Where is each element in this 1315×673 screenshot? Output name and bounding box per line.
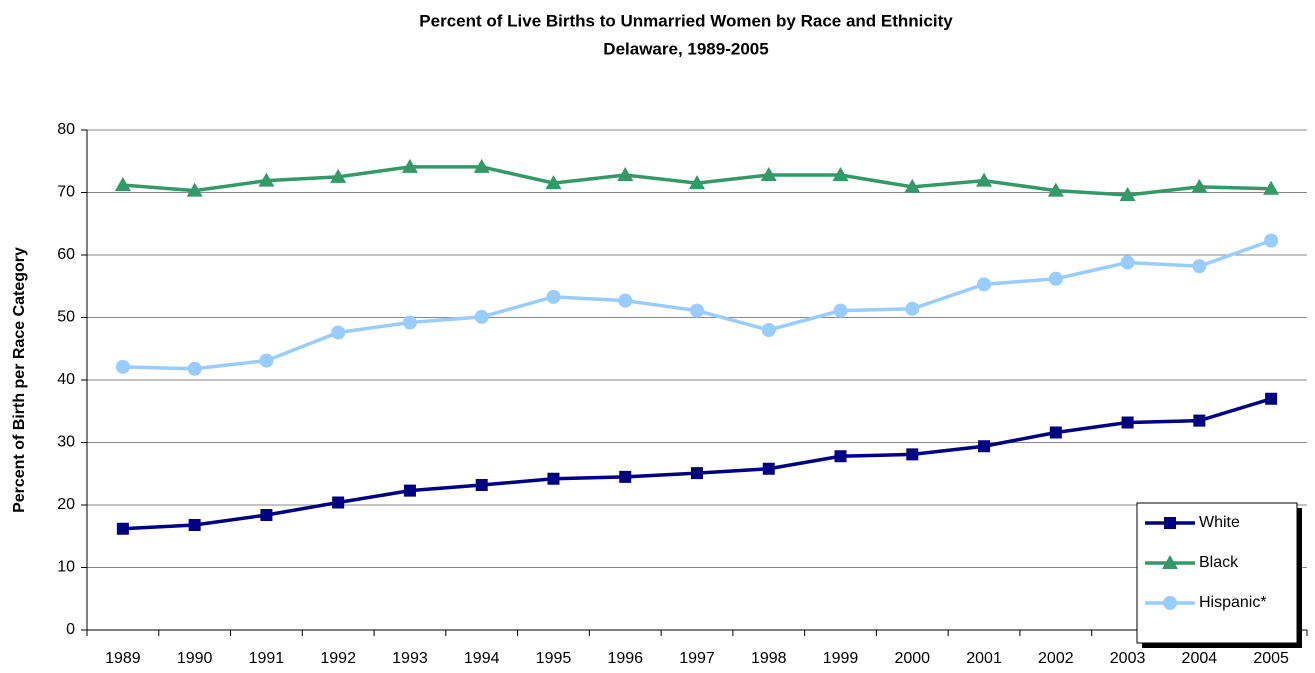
marker: [1119, 187, 1136, 201]
series-line: [122, 397, 1272, 531]
marker: [1162, 555, 1178, 569]
y-tick-label: 0: [66, 621, 75, 638]
marker: [905, 301, 920, 316]
marker: [546, 289, 561, 304]
marker: [259, 353, 274, 368]
legend-label: Black: [1199, 554, 1239, 571]
marker: [473, 158, 490, 173]
marker: [1048, 271, 1063, 286]
y-tick-label: 30: [57, 434, 75, 451]
marker: [834, 450, 847, 463]
x-tick-label: 1991: [249, 650, 285, 667]
marker: [619, 470, 632, 483]
x-tick-label: 1990: [177, 650, 213, 667]
x-tick-label: 2000: [894, 650, 930, 667]
x-tick-label: 2004: [1182, 650, 1218, 667]
y-tick-label: 80: [57, 121, 75, 138]
legend-label: Hispanic*: [1199, 594, 1267, 611]
marker: [1164, 517, 1176, 529]
y-tick-label: 50: [57, 309, 75, 326]
marker: [547, 472, 560, 485]
legend: White Black Hispanic*: [1136, 502, 1302, 648]
x-tick-label: 2001: [966, 650, 1002, 667]
marker: [691, 467, 703, 480]
marker: [617, 167, 634, 181]
marker: [977, 277, 992, 292]
marker: [545, 175, 562, 190]
x-tick-label: 1994: [464, 650, 500, 667]
marker: [978, 440, 991, 453]
marker: [1264, 233, 1279, 248]
marker: [690, 303, 704, 318]
marker: [258, 172, 275, 187]
marker: [904, 178, 921, 193]
marker: [115, 359, 130, 374]
marker: [1193, 414, 1206, 427]
marker: [976, 172, 993, 187]
marker: [402, 315, 417, 330]
marker: [116, 522, 129, 535]
x-tick-label: 1997: [679, 650, 715, 667]
marker: [618, 293, 633, 308]
y-tick-label: 60: [57, 246, 75, 263]
marker: [401, 158, 418, 173]
marker: [331, 325, 346, 340]
marker: [1263, 180, 1280, 195]
marker: [1120, 255, 1135, 270]
marker: [475, 479, 488, 491]
marker: [1121, 416, 1134, 429]
y-tick-label: 40: [57, 371, 75, 388]
marker: [403, 484, 416, 497]
x-tick-label: 2003: [1110, 650, 1146, 667]
marker: [1049, 426, 1062, 439]
marker: [330, 168, 347, 183]
marker: [906, 448, 919, 461]
x-tick-label: 1999: [823, 650, 859, 667]
marker: [332, 496, 345, 509]
y-tick-label: 10: [57, 559, 75, 576]
y-tick-label: 20: [57, 496, 75, 513]
marker: [762, 462, 775, 475]
marker: [689, 175, 705, 190]
legend-box: [1136, 502, 1298, 644]
marker: [260, 509, 273, 521]
marker: [832, 167, 849, 181]
chart-subtitle: Delaware, 1989-2005: [603, 39, 768, 58]
marker: [761, 323, 776, 337]
marker: [760, 167, 777, 181]
marker: [1192, 259, 1207, 274]
y-axis-label: Percent of Birth per Race Category: [11, 247, 28, 513]
marker: [1163, 596, 1177, 610]
marker: [1265, 392, 1278, 405]
x-tick-label: 1996: [607, 650, 643, 667]
x-tick-label: 2005: [1253, 650, 1289, 667]
marker: [833, 303, 848, 318]
x-tick-label: 2002: [1038, 650, 1074, 667]
legend-label: White: [1199, 514, 1240, 531]
chart-title: Percent of Live Births to Unmarried Wome…: [419, 11, 953, 30]
marker: [1191, 178, 1208, 193]
x-tick-label: 1998: [751, 650, 787, 667]
marker: [114, 177, 131, 191]
marker: [186, 182, 203, 197]
x-tick-label: 1995: [536, 650, 572, 667]
marker: [187, 361, 202, 376]
x-tick-label: 1992: [320, 650, 356, 667]
marker: [188, 519, 201, 531]
x-tick-label: 1989: [105, 650, 141, 667]
marker: [474, 309, 489, 324]
x-tick-label: 1993: [392, 650, 428, 667]
y-tick-label: 70: [57, 184, 75, 201]
marker: [1047, 182, 1064, 197]
